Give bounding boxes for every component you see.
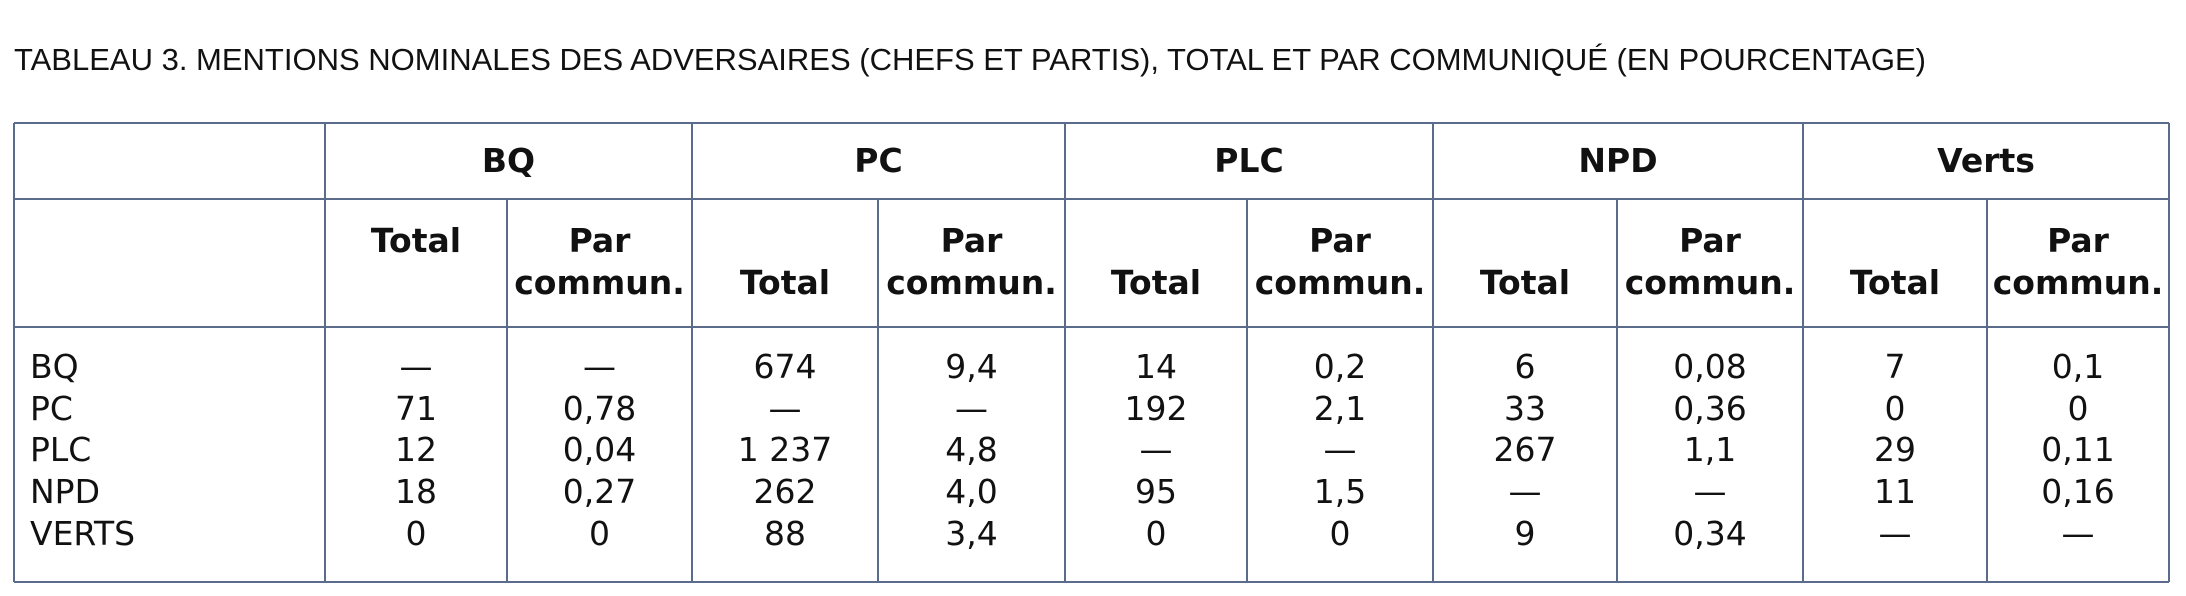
table-cell: 95 <box>1135 472 1177 512</box>
table-cell: — <box>1323 430 1357 470</box>
group-header: BQ <box>481 141 536 180</box>
table-cell: 0,08 <box>1673 347 1747 386</box>
column-header: Par commun. <box>514 221 685 302</box>
table-cell: 0,78 <box>562 388 637 428</box>
table-cell: 1,1 <box>1683 430 1737 470</box>
table-cell: — <box>583 347 616 386</box>
table-cell: 2,1 <box>1313 388 1367 428</box>
table-cell: 1,5 <box>1313 472 1367 512</box>
table-cell: 71 <box>395 388 437 428</box>
table-cell: 0 <box>405 513 427 553</box>
table-title: TABLEAU 3. MENTIONS NOMINALES DES ADVERS… <box>14 42 1926 77</box>
column-header: Par commun. <box>1624 221 1796 302</box>
table-cell: — <box>1693 472 1727 512</box>
table-cell: — <box>2061 513 2095 553</box>
table-cell: 674 <box>753 347 817 386</box>
table-cell: 12 <box>395 430 437 470</box>
table-cell: 29 <box>1874 430 1916 470</box>
table-cell: 192 <box>1124 388 1188 428</box>
column-header: Total <box>1479 263 1571 302</box>
group-header: Verts <box>1937 141 2035 180</box>
table-cell: 18 <box>395 472 437 512</box>
table-cell: 3,4 <box>945 513 998 553</box>
row-label: NPD <box>30 472 100 512</box>
group-header: PLC <box>1214 141 1284 180</box>
column-header: Total <box>370 221 462 260</box>
table-cell: 4,8 <box>945 430 998 470</box>
table-cell: 4,0 <box>945 472 998 512</box>
column-header: Total <box>739 263 831 302</box>
row-label: PC <box>30 388 73 428</box>
column-header: Total <box>1849 263 1941 302</box>
row-label: PLC <box>30 430 92 470</box>
table-cell: 0 <box>589 513 610 553</box>
table-cell: 0 <box>1329 513 1351 553</box>
row-label: VERTS <box>30 513 136 553</box>
table-cell: 0 <box>1884 388 1906 428</box>
table-cell: 0,36 <box>1673 388 1747 428</box>
group-header: PC <box>854 141 903 180</box>
table-cell: 11 <box>1874 472 1916 512</box>
table-cell: — <box>399 347 433 386</box>
table-cell: 88 <box>764 513 806 553</box>
table-cell: 0,16 <box>2041 472 2115 512</box>
table-cell: — <box>1139 430 1173 470</box>
table-cell: 9,4 <box>945 347 998 386</box>
table-cell: — <box>955 388 988 428</box>
row-label: BQ <box>30 347 79 386</box>
column-header: Total <box>1110 263 1202 302</box>
table-cell: — <box>1508 472 1542 512</box>
table-cell: 0 <box>1145 513 1167 553</box>
table-cell: — <box>1878 513 1912 553</box>
table-cell: 6 <box>1514 347 1536 386</box>
table-cell: 0,1 <box>2051 347 2105 386</box>
group-header: NPD <box>1578 141 1658 180</box>
table-cell: 7 <box>1884 347 1906 386</box>
table-cell: — <box>768 388 802 428</box>
table-cell: 0,11 <box>2041 430 2115 470</box>
table-cell: 0,04 <box>562 430 637 470</box>
table-cell: 0,2 <box>1313 347 1367 386</box>
table-cell: 0,27 <box>562 472 637 512</box>
table-cell: 14 <box>1135 347 1177 386</box>
table-cell: 33 <box>1504 388 1546 428</box>
table-cell: 267 <box>1493 430 1557 470</box>
column-header: Par commun. <box>1254 221 1426 302</box>
table-cell: 0,34 <box>1673 513 1747 553</box>
table-cell: 0 <box>2067 388 2089 428</box>
column-header: Par commun. <box>886 221 1057 302</box>
column-header: Par commun. <box>1992 221 2164 302</box>
table-cell: 262 <box>753 472 817 512</box>
table-cell: 1 237 <box>737 430 833 470</box>
table-cell: 9 <box>1514 513 1536 553</box>
